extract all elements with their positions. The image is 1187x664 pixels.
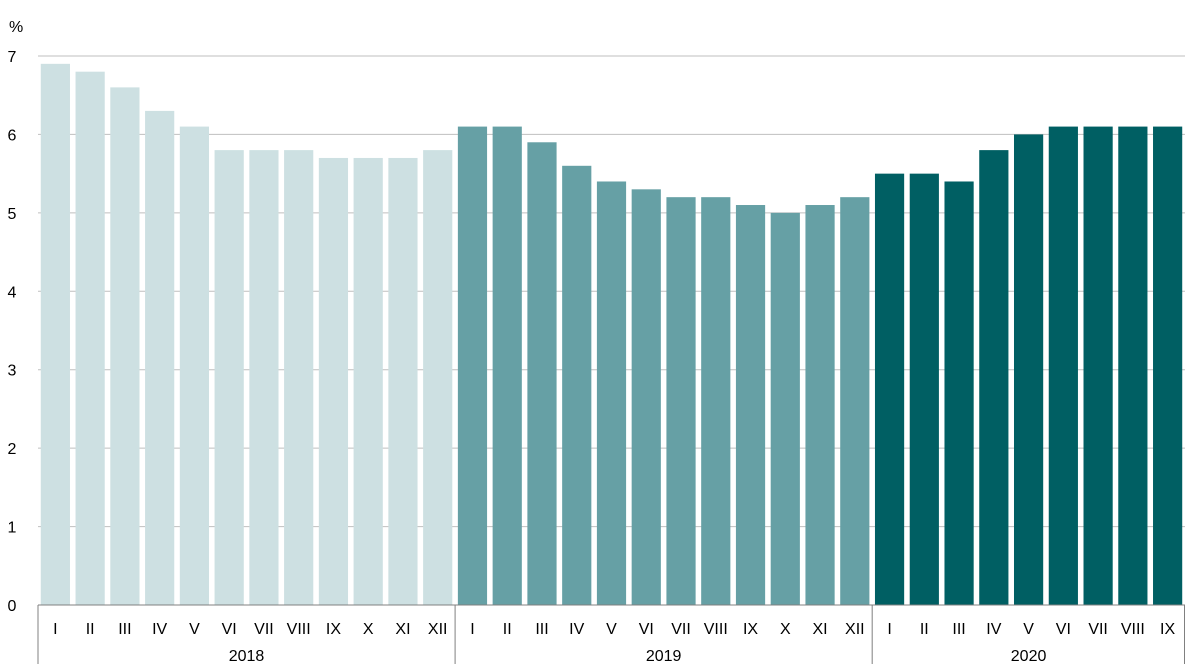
x-tick-label-month: VII — [1088, 621, 1108, 638]
bar-2019-II — [492, 126, 522, 605]
x-tick-label-month: V — [606, 621, 617, 638]
bar-2019-IX — [735, 205, 766, 605]
x-tick-label-month: VIII — [1121, 621, 1145, 638]
axes — [37, 604, 1185, 664]
bar-2018-VII — [249, 150, 279, 605]
x-tick-label-month: VIII — [287, 621, 311, 638]
bar-2019-III — [527, 142, 557, 605]
x-tick-label-month: I — [53, 621, 57, 638]
y-tick-label: 1 — [8, 520, 17, 537]
bar-2018-I — [40, 63, 70, 606]
x-group-label-year: 2018 — [229, 648, 265, 664]
bar-2019-XI — [805, 205, 835, 605]
x-tick-label-month: VII — [671, 621, 691, 638]
bar-2020-V — [1013, 134, 1044, 605]
x-tick-label-month: I — [887, 621, 891, 638]
bar-2020-I — [874, 173, 905, 605]
x-tick-label-month: XI — [812, 621, 827, 638]
x-tick-label-month: III — [535, 621, 548, 638]
x-tick-label-month: VIII — [704, 621, 728, 638]
x-tick-label-month: XII — [845, 621, 865, 638]
y-tick-label: 4 — [8, 284, 17, 301]
bar-2020-II — [909, 173, 939, 605]
x-tick-label-month: II — [86, 621, 95, 638]
x-tick-label-month: IX — [743, 621, 758, 638]
bar-2018-XII — [423, 150, 453, 605]
x-tick-label-month: VI — [1056, 621, 1071, 638]
x-tick-label-month: XI — [395, 621, 410, 638]
x-tick-label-month: IV — [569, 621, 584, 638]
y-tick-label: 6 — [8, 127, 17, 144]
bar-2018-II — [75, 71, 105, 605]
x-tick-label-month: V — [1023, 621, 1034, 638]
bar-2018-IX — [318, 157, 349, 605]
x-tick-label-month: X — [363, 621, 374, 638]
bar-2020-VI — [1048, 126, 1078, 605]
y-tick-label: 5 — [8, 206, 17, 223]
x-tick-label-month: III — [952, 621, 965, 638]
y-tick-label: 7 — [8, 49, 17, 66]
bar-2018-IV — [145, 110, 175, 606]
x-tick-label-month: IX — [1160, 621, 1175, 638]
x-group-label-year: 2020 — [1011, 648, 1047, 664]
x-tick-label-month: VII — [254, 621, 274, 638]
bar-2020-III — [944, 181, 974, 605]
bar-2018-VIII — [284, 150, 314, 605]
bar-2020-VII — [1083, 126, 1113, 605]
bar-2019-I — [457, 126, 488, 605]
bar-2018-III — [110, 87, 140, 605]
bar-2018-XI — [388, 157, 418, 605]
bar-2019-XII — [840, 197, 870, 605]
x-tick-label-month: IV — [986, 621, 1001, 638]
x-tick-label-month: V — [189, 621, 200, 638]
x-tick-label-month: II — [503, 621, 512, 638]
bar-2019-VI — [631, 189, 661, 606]
x-group-label-year: 2019 — [646, 648, 682, 664]
x-tick-label-month: VI — [222, 621, 237, 638]
y-tick-label: 3 — [8, 363, 17, 380]
y-tick-label: 2 — [8, 441, 17, 458]
bar-2019-V — [596, 181, 627, 605]
x-tick-label-month: VI — [639, 621, 654, 638]
y-axis-unit-label: % — [9, 19, 23, 36]
bar-2020-IV — [979, 150, 1009, 605]
bar-2019-VII — [666, 197, 696, 605]
x-tick-label-month: IV — [152, 621, 167, 638]
bar-2019-IV — [562, 165, 592, 606]
bar-2018-VI — [214, 150, 244, 605]
bar-2018-V — [179, 126, 210, 605]
bars — [40, 63, 1183, 606]
bar-2020-IX — [1153, 126, 1183, 605]
x-tick-label-month: XII — [428, 621, 448, 638]
x-tick-label-month: II — [920, 621, 929, 638]
x-tick-label-month: I — [470, 621, 474, 638]
x-tick-label-month: IX — [326, 621, 341, 638]
y-tick-label: 0 — [8, 598, 17, 615]
x-tick-label-month: III — [118, 621, 131, 638]
bar-2019-VIII — [701, 197, 731, 605]
bar-2019-X — [770, 212, 800, 605]
bar-2018-X — [353, 157, 383, 605]
x-tick-label-month: X — [780, 621, 791, 638]
bar-2020-VIII — [1118, 126, 1148, 605]
